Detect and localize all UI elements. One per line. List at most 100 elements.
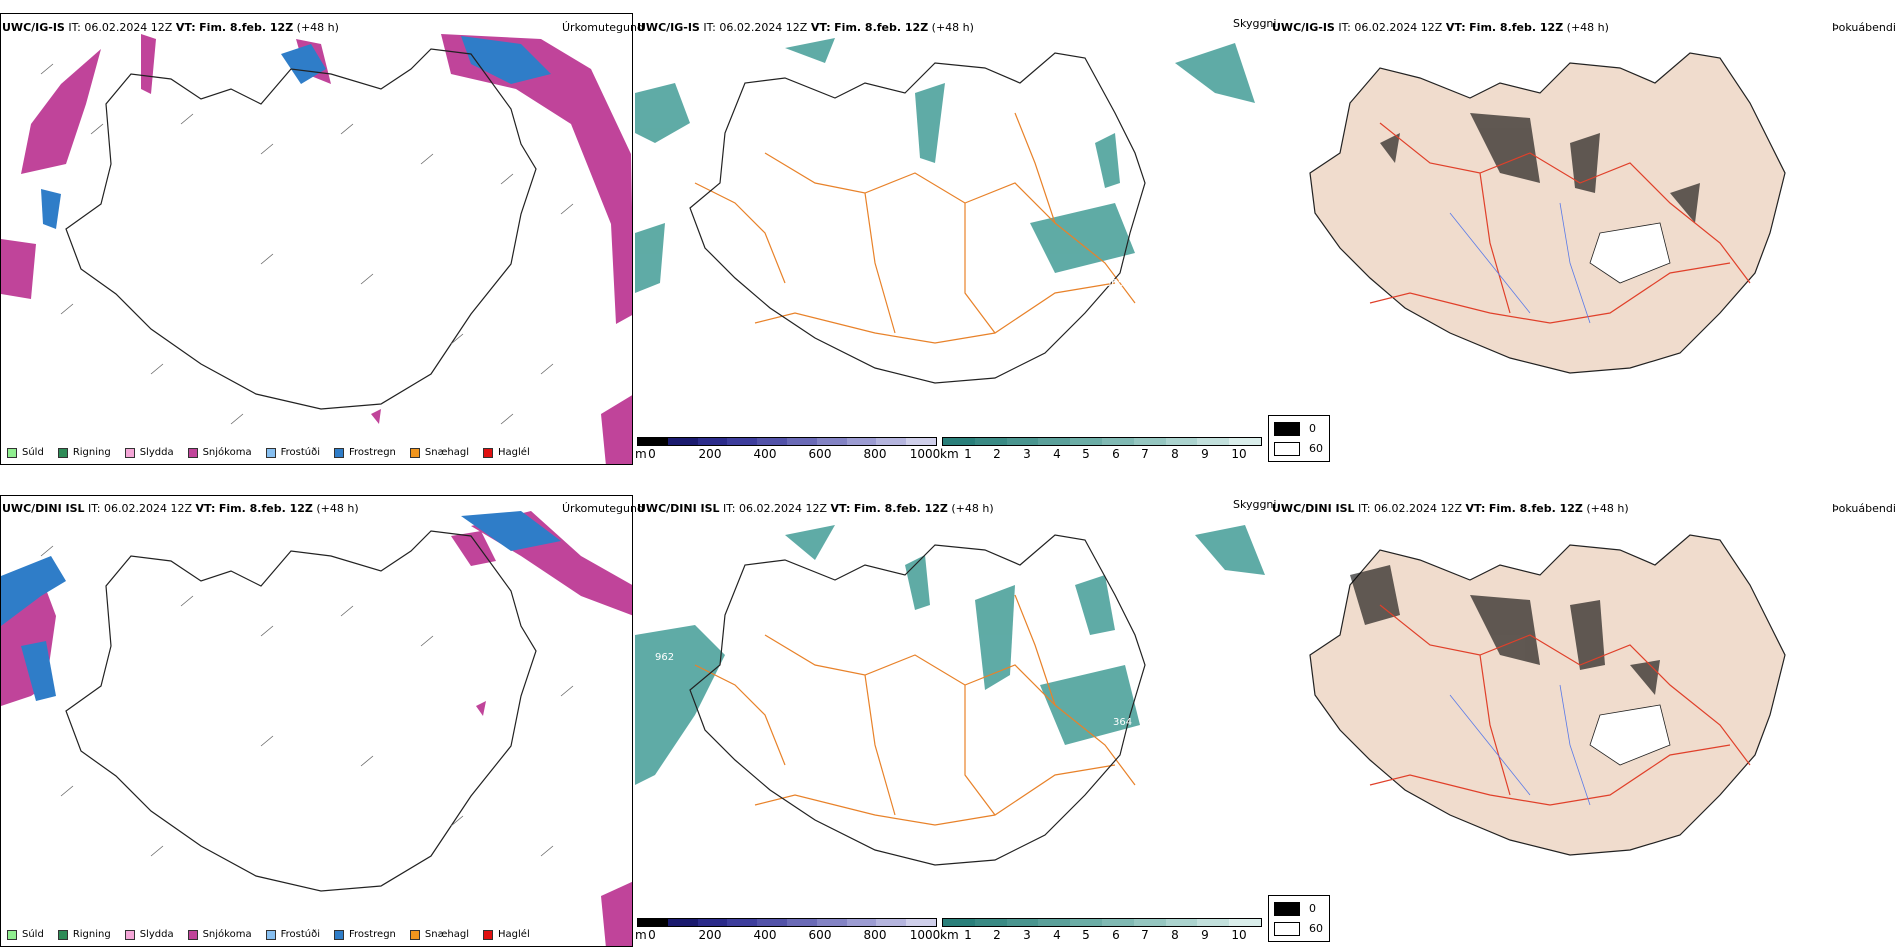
height-tick: 400 (753, 928, 777, 942)
glacier-white (1589, 222, 1671, 284)
cloud-value-label: 364 (1113, 717, 1132, 728)
visibility-tick: 1 (964, 447, 972, 461)
visibility-colorbar-1: km 1 2 3 4 5 6 7 8 9 10 (940, 437, 1262, 465)
visibility-tick: 4 (1053, 928, 1061, 942)
river-network (1449, 202, 1591, 324)
height-tick: 200 (698, 447, 722, 461)
legend-item: Frostregn (334, 447, 396, 458)
road-network (694, 112, 1136, 344)
fog-map-2 (1309, 534, 1786, 856)
visibility-areas (635, 38, 1255, 293)
fog-legend-1: 0 60 (1268, 415, 1330, 462)
legend-item: Snæhagl (409, 447, 469, 458)
height-tick: 600 (808, 928, 832, 942)
fog-title-2: Þokuábendi (1832, 502, 1896, 515)
visibility-tick: 10 (1231, 447, 1247, 461)
panel-header-1c: UWC/IG-IS IT: 06.02.2024 12Z VT: Fim. 8.… (1272, 21, 1609, 34)
visibility-colorbar-cells (942, 918, 1262, 927)
road-network (694, 594, 1136, 826)
height-colorbar-1: m 0 200 400 600 800 1000 (635, 437, 940, 465)
iceland-land (1309, 534, 1786, 856)
height-tick: 200 (698, 928, 722, 942)
iceland-outline (65, 48, 537, 410)
precip-map-panel-2: Súld Rigning Slydda Snjókoma Frostúði Fr… (0, 495, 633, 947)
visibility-tick: 10 (1231, 928, 1247, 942)
legend-item: Súld (7, 447, 44, 458)
fog-indicator-areas (1350, 565, 1660, 695)
legend-item: Slydda (124, 929, 174, 940)
visibility-tick: 4 (1053, 447, 1061, 461)
visibility-tick: 8 (1171, 928, 1179, 942)
height-tick: 600 (808, 447, 832, 461)
height-tick: 1000 (909, 447, 941, 461)
river-network (1449, 684, 1591, 806)
cloud-value-label: 305 (1105, 278, 1124, 289)
legend-item: Súld (7, 929, 44, 940)
legend-item: Snæhagl (409, 929, 469, 940)
cloud-map-1: 302 305 (635, 38, 1255, 384)
visibility-unit: km (940, 447, 959, 461)
fog-map-panel-2 (1270, 495, 1900, 895)
visibility-tick: 1 (964, 928, 972, 942)
cloud-title-1: Skyggni (1233, 17, 1277, 30)
iceland-land (1309, 52, 1786, 374)
visibility-tick: 8 (1171, 447, 1179, 461)
legend-item: Frostregn (334, 929, 396, 940)
height-tick: 400 (753, 447, 777, 461)
visibility-tick: 2 (993, 928, 1001, 942)
wind-barbs (40, 545, 574, 857)
legend-item: Haglél (483, 929, 530, 940)
panel-header-2b: UWC/DINI ISL IT: 06.02.2024 12Z VT: Fim.… (637, 502, 994, 515)
height-tick: 0 (648, 447, 656, 461)
iceland-outline (65, 530, 537, 892)
visibility-tick: 5 (1082, 928, 1090, 942)
legend-item: Rigning (57, 447, 111, 458)
panel-header-1b: UWC/IG-IS IT: 06.02.2024 12Z VT: Fim. 8.… (637, 21, 974, 34)
visibility-areas (635, 525, 1265, 785)
panel-header-2a: UWC/DINI ISL IT: 06.02.2024 12Z VT: Fim.… (2, 502, 359, 515)
legend-item: Frostúði (265, 447, 320, 458)
visibility-tick: 7 (1141, 928, 1149, 942)
visibility-colorbar-2: km 1 2 3 4 5 6 7 8 9 10 (940, 918, 1262, 946)
height-tick: 800 (863, 447, 887, 461)
height-colorbar-2: m 0 200 400 600 800 1000 (635, 918, 940, 946)
cloud-value-label: 962 (655, 652, 674, 663)
frost-rain-areas (41, 36, 551, 229)
legend-item: Rigning (57, 929, 111, 940)
cloud-value-label: 370 (1047, 657, 1066, 668)
road-network (1369, 122, 1751, 324)
fog-map-panel-1 (1270, 13, 1900, 433)
legend-item: Haglél (483, 447, 530, 458)
cloud-value-label: 302 (900, 250, 919, 261)
iceland-outline (689, 52, 1146, 384)
precip-map-panel-1: Súld Rigning Slydda Snjókoma Frostúði Fr… (0, 13, 633, 465)
cloud-map-2: 962 370 364 (635, 525, 1265, 866)
precip-map-1 (1, 34, 632, 464)
visibility-tick: 6 (1112, 447, 1120, 461)
legend-item: Slydda (124, 447, 174, 458)
precip-legend-1: Súld Rigning Slydda Snjókoma Frostúði Fr… (7, 447, 530, 458)
cloud-map-panel-1: 302 305 (635, 13, 1268, 465)
visibility-tick: 7 (1141, 447, 1149, 461)
visibility-colorbar-cells (942, 437, 1262, 446)
fog-title-1: Þokuábendi (1832, 21, 1896, 34)
cloud-map-panel-2: 962 370 364 (635, 495, 1268, 947)
visibility-tick: 5 (1082, 447, 1090, 461)
snow-areas (1, 511, 632, 946)
wind-barbs (40, 63, 574, 425)
precip-legend-2: Súld Rigning Slydda Snjókoma Frostúði Fr… (7, 929, 530, 940)
panel-header-1a: UWC/IG-IS IT: 06.02.2024 12Z VT: Fim. 8.… (2, 21, 339, 34)
panel-header-2c: UWC/DINI ISL IT: 06.02.2024 12Z VT: Fim.… (1272, 502, 1629, 515)
height-unit: m (635, 928, 647, 942)
road-network (1369, 604, 1751, 806)
height-tick: 1000 (909, 928, 941, 942)
visibility-tick: 6 (1112, 928, 1120, 942)
visibility-unit: km (940, 928, 959, 942)
precip-title-2: Úrkomutegund (562, 502, 644, 515)
snow-areas (1, 34, 632, 464)
height-unit: m (635, 447, 647, 461)
cloud-title-2: Skyggni (1233, 498, 1277, 511)
glacier-white (1589, 704, 1671, 766)
visibility-tick: 3 (1023, 447, 1031, 461)
visibility-tick: 9 (1201, 447, 1209, 461)
